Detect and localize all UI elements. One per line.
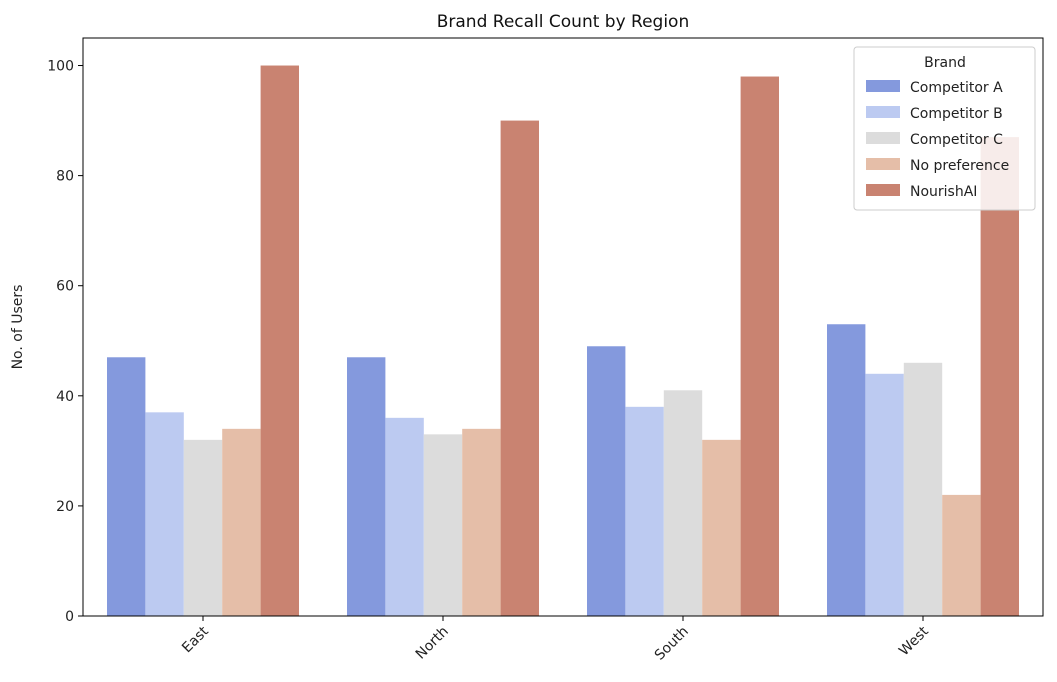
bar-nourishai-west xyxy=(980,137,1019,617)
y-axis: 0 20 40 60 80 100 xyxy=(47,59,83,625)
y-tick-label: 40 xyxy=(56,389,74,405)
x-axis: East North South West xyxy=(179,616,932,664)
bar-competitor-a-north xyxy=(347,357,386,616)
bar-competitor-c-west xyxy=(903,362,943,616)
legend-swatch xyxy=(866,184,900,196)
plot-frame xyxy=(82,37,1044,617)
y-tick-label: 0 xyxy=(65,609,74,625)
bar-competitor-b-south xyxy=(625,406,664,616)
bar-no-preference-north xyxy=(462,428,501,616)
legend-title: Brand xyxy=(924,55,966,71)
legend-entry-label: Competitor A xyxy=(910,80,1003,96)
bar-no-preference-east xyxy=(222,428,261,616)
bar-competitor-a-east xyxy=(107,357,146,616)
y-axis-label: No. of Users xyxy=(10,285,26,370)
chart-title: Brand Recall Count by Region xyxy=(437,12,690,32)
legend: Brand Competitor A Competitor B Competitor… xyxy=(853,46,1036,211)
bar-competitor-c-north xyxy=(423,434,463,616)
bar-competitor-c-east xyxy=(183,439,223,616)
bars-layer xyxy=(107,65,1019,617)
legend-swatch xyxy=(866,132,900,144)
bar-competitor-a-south xyxy=(587,346,626,616)
legend-swatch xyxy=(866,80,900,92)
bar-competitor-c-south xyxy=(663,390,703,616)
x-tick-label: South xyxy=(652,624,692,664)
bar-competitor-b-west xyxy=(865,373,904,616)
y-tick-label: 100 xyxy=(47,59,74,75)
legend-swatch xyxy=(866,158,900,170)
bar-nourishai-north xyxy=(500,120,539,617)
bar-nourishai-south xyxy=(740,76,779,617)
legend-entry-label: Competitor B xyxy=(910,106,1003,122)
bar-nourishai-east xyxy=(260,65,299,617)
bar-no-preference-south xyxy=(702,439,741,616)
y-tick-label: 60 xyxy=(56,279,74,295)
x-tick-label: North xyxy=(413,624,452,663)
legend-entry-label: No preference xyxy=(910,158,1009,174)
legend-entry-label: NourishAI xyxy=(910,184,977,200)
legend-entry-label: Competitor C xyxy=(910,132,1003,148)
y-tick-label: 80 xyxy=(56,169,74,185)
bar-competitor-b-east xyxy=(145,412,184,616)
legend-swatch xyxy=(866,106,900,118)
bar-no-preference-west xyxy=(942,494,981,616)
y-tick-label: 20 xyxy=(56,499,74,515)
bar-competitor-a-west xyxy=(827,324,866,616)
x-tick-label: East xyxy=(179,623,212,656)
x-tick-label: West xyxy=(896,623,932,659)
bar-competitor-b-north xyxy=(385,417,424,616)
